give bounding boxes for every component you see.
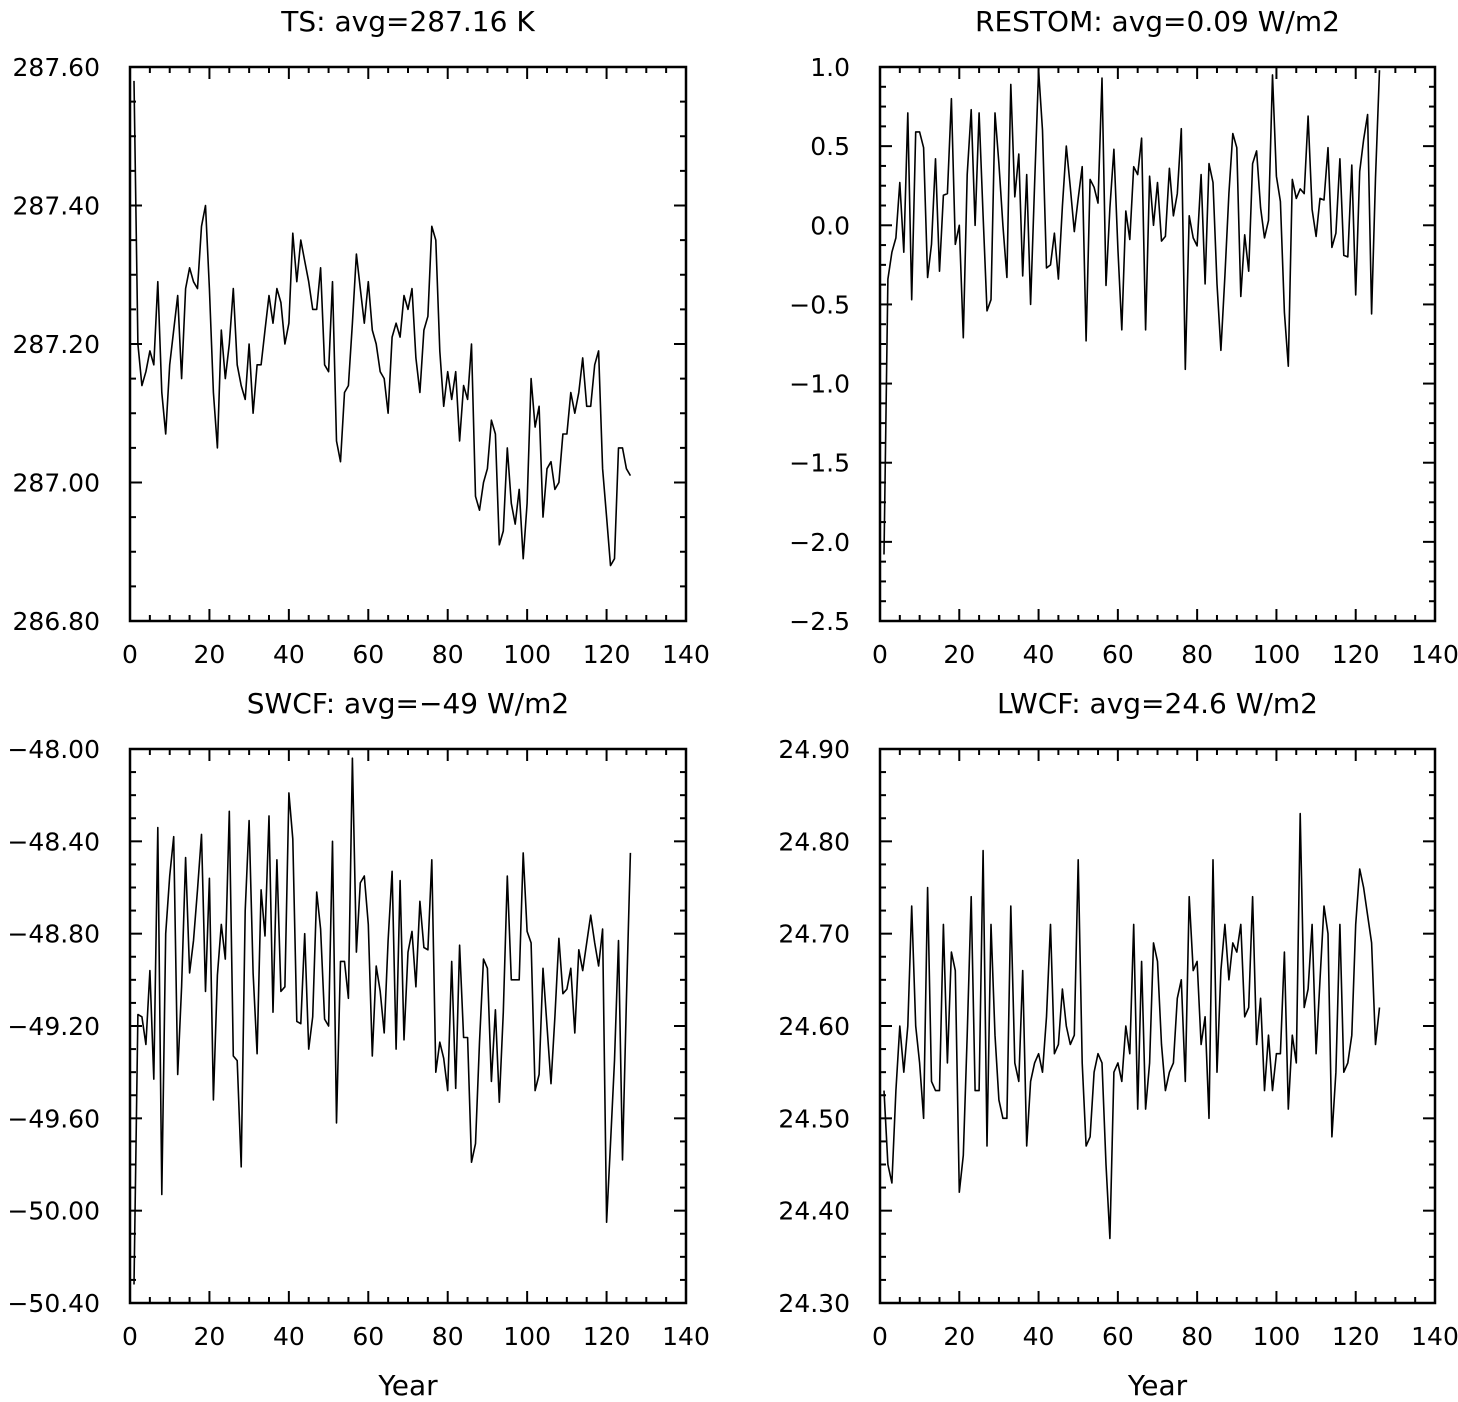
swcf-y-tick-label: −49.20 xyxy=(7,1012,100,1041)
lwcf-y-tick-label: 24.80 xyxy=(778,827,850,856)
restom-x-tick-label: 100 xyxy=(1253,640,1301,669)
restom-y-tick-label: −0.5 xyxy=(789,290,850,319)
swcf-y-tick-label: −50.40 xyxy=(7,1289,100,1318)
lwcf-y-tick-label: 24.70 xyxy=(778,920,850,949)
lwcf-x-axis-label: Year xyxy=(1127,1369,1188,1402)
restom-x-tick-label: 120 xyxy=(1332,640,1380,669)
ts-x-tick-label: 20 xyxy=(194,640,226,669)
swcf-x-tick-label: 20 xyxy=(194,1322,226,1351)
restom-y-tick-label: −1.0 xyxy=(789,370,850,399)
ts-panel: TS: avg=287.16 K 0 20 40 60 80 100 120 140 286.80… xyxy=(13,5,710,669)
lwcf-y-tick-label: 24.30 xyxy=(778,1289,850,1318)
swcf-plot-frame xyxy=(128,747,688,1305)
lwcf-title: LWCF: avg=24.6 W/m2 xyxy=(997,687,1318,720)
lwcf-x-tick-label: 60 xyxy=(1102,1322,1134,1351)
lwcf-x-tick-label: 120 xyxy=(1332,1322,1380,1351)
ts-y-tick-label: 287.20 xyxy=(13,330,100,359)
restom-plot-frame xyxy=(878,65,1437,623)
ts-x-tick-label: 100 xyxy=(503,640,551,669)
ts-x-tick-label: 140 xyxy=(662,640,710,669)
swcf-x-tick-label: 140 xyxy=(662,1322,710,1351)
swcf-y-tick-label: −48.40 xyxy=(7,827,100,856)
restom-y-tick-label: 1.0 xyxy=(810,53,850,82)
restom-y-tick-label: 0.0 xyxy=(810,211,850,240)
ts-y-tick-label: 287.60 xyxy=(13,53,100,82)
ts-x-tick-label: 60 xyxy=(352,640,384,669)
lwcf-series-line xyxy=(883,812,1381,1240)
swcf-x-tick-label: 40 xyxy=(273,1322,305,1351)
swcf-x-tick-label: 120 xyxy=(583,1322,631,1351)
lwcf-y-tick-label: 24.60 xyxy=(778,1012,850,1041)
ts-y-tick-label: 287.40 xyxy=(13,192,100,221)
ts-x-tick-label: 40 xyxy=(273,640,305,669)
restom-panel: RESTOM: avg=0.09 W/m2 0 20 40 60 80 100 120 140 −… xyxy=(789,5,1458,669)
ts-series-line xyxy=(133,80,632,567)
swcf-x-tick-label: 0 xyxy=(122,1322,138,1351)
ts-x-tick-label: 120 xyxy=(583,640,631,669)
restom-x-tick-label: 140 xyxy=(1411,640,1458,669)
ts-y-tick-label: 286.80 xyxy=(13,607,100,636)
lwcf-panel: LWCF: avg=24.6 W/m2 0 20 40 60 80 100 120 140 24.… xyxy=(778,687,1458,1402)
swcf-y-tick-label: −48.00 xyxy=(7,735,100,764)
swcf-title: SWCF: avg=−49 W/m2 xyxy=(247,687,569,720)
restom-y-tick-label: −1.5 xyxy=(789,449,850,478)
swcf-series-line xyxy=(133,757,632,1285)
lwcf-y-tick-label: 24.50 xyxy=(778,1104,850,1133)
ts-y-tick-label: 287.00 xyxy=(13,469,100,498)
swcf-y-tick-label: −50.00 xyxy=(7,1197,100,1226)
ts-x-tick-label: 0 xyxy=(122,640,138,669)
restom-x-tick-label: 40 xyxy=(1023,640,1055,669)
lwcf-x-tick-label: 0 xyxy=(872,1322,888,1351)
swcf-x-tick-label: 100 xyxy=(503,1322,551,1351)
lwcf-y-tick-label: 24.40 xyxy=(778,1197,850,1226)
swcf-y-tick-label: −49.60 xyxy=(7,1104,100,1133)
restom-title: RESTOM: avg=0.09 W/m2 xyxy=(975,5,1340,38)
swcf-panel: SWCF: avg=−49 W/m2 0 20 40 60 80 100 120 140 −50.… xyxy=(7,687,709,1402)
restom-y-tick-label: −2.0 xyxy=(789,528,850,557)
swcf-x-tick-label: 80 xyxy=(432,1322,464,1351)
ts-x-tick-label: 80 xyxy=(432,640,464,669)
restom-x-tick-label: 0 xyxy=(872,640,888,669)
restom-x-tick-label: 20 xyxy=(943,640,975,669)
lwcf-x-tick-label: 40 xyxy=(1023,1322,1055,1351)
swcf-x-tick-label: 60 xyxy=(352,1322,384,1351)
lwcf-x-tick-label: 80 xyxy=(1181,1322,1213,1351)
swcf-x-axis-label: Year xyxy=(377,1369,438,1402)
restom-x-tick-label: 60 xyxy=(1102,640,1134,669)
lwcf-x-tick-label: 140 xyxy=(1411,1322,1458,1351)
lwcf-y-tick-label: 24.90 xyxy=(778,735,850,764)
ts-title: TS: avg=287.16 K xyxy=(280,5,535,38)
restom-y-tick-label: 0.5 xyxy=(810,132,850,161)
lwcf-x-tick-label: 20 xyxy=(943,1322,975,1351)
restom-x-tick-label: 80 xyxy=(1181,640,1213,669)
restom-series-line xyxy=(883,69,1381,555)
lwcf-x-tick-label: 100 xyxy=(1253,1322,1301,1351)
restom-y-tick-label: −2.5 xyxy=(789,607,850,636)
swcf-y-tick-label: −48.80 xyxy=(7,920,100,949)
ts-plot-frame xyxy=(128,65,688,623)
